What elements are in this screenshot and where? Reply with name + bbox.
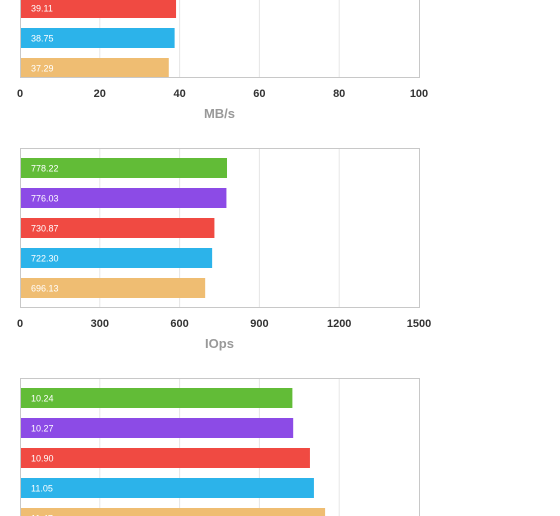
x-axis-title: IOps: [205, 336, 234, 351]
plot-frame: [20, 0, 420, 78]
bar: [21, 158, 228, 178]
bar: [21, 388, 293, 408]
bar-value-label: 10.27: [31, 424, 54, 434]
chart-2: 778.22 776.03 730.87 722.30 696.13 0 300 600 900…: [17, 148, 431, 351]
x-tick-label: 300: [91, 318, 109, 330]
bar-value-label: 778.22: [31, 164, 59, 174]
bar: [21, 188, 227, 208]
bar: [21, 58, 169, 78]
x-tick-label: 40: [173, 88, 185, 100]
bar-value-label: 10.90: [31, 454, 54, 464]
bar-value-label: 722.30: [31, 254, 59, 264]
x-tick-label: 60: [253, 88, 265, 100]
x-tick-label: 900: [250, 318, 268, 330]
bar-value-label: 37.29: [31, 64, 54, 74]
bar-value-label: 39.11: [31, 4, 53, 14]
bar: [21, 278, 206, 298]
bar: [21, 0, 177, 18]
chart-3: 10.24 10.27 10.90 11.05 11.47: [20, 378, 420, 516]
bar: [21, 248, 213, 268]
x-tick-label: 600: [170, 318, 188, 330]
bar-value-label: 776.03: [31, 194, 59, 204]
bar: [21, 478, 314, 498]
x-tick-label: 0: [17, 88, 23, 100]
bar: [21, 448, 310, 468]
x-tick-label: 80: [333, 88, 345, 100]
plot-frame: [20, 378, 420, 516]
bar: [21, 508, 326, 516]
bar: [21, 218, 215, 238]
bar: [21, 418, 294, 438]
bar-value-label: 10.24: [31, 394, 54, 404]
chart-1: 39.11 38.75 37.29 0 20 40 60 80 100 MB/s: [17, 0, 428, 121]
x-tick-label: 1200: [327, 318, 351, 330]
x-tick-label: 1500: [407, 318, 431, 330]
x-tick-label: 100: [410, 88, 428, 100]
bar-value-label: 38.75: [31, 34, 54, 44]
bar: [21, 28, 175, 48]
bar-value-label: 696.13: [31, 284, 59, 294]
bar-value-label: 730.87: [31, 224, 59, 234]
x-tick-label: 0: [17, 318, 23, 330]
bar-value-label: 11.05: [31, 484, 53, 494]
bar-value-label: 11.47: [31, 514, 53, 516]
x-tick-label: 20: [94, 88, 106, 100]
plot-frame: [20, 148, 420, 308]
x-axis-title: MB/s: [204, 106, 235, 121]
